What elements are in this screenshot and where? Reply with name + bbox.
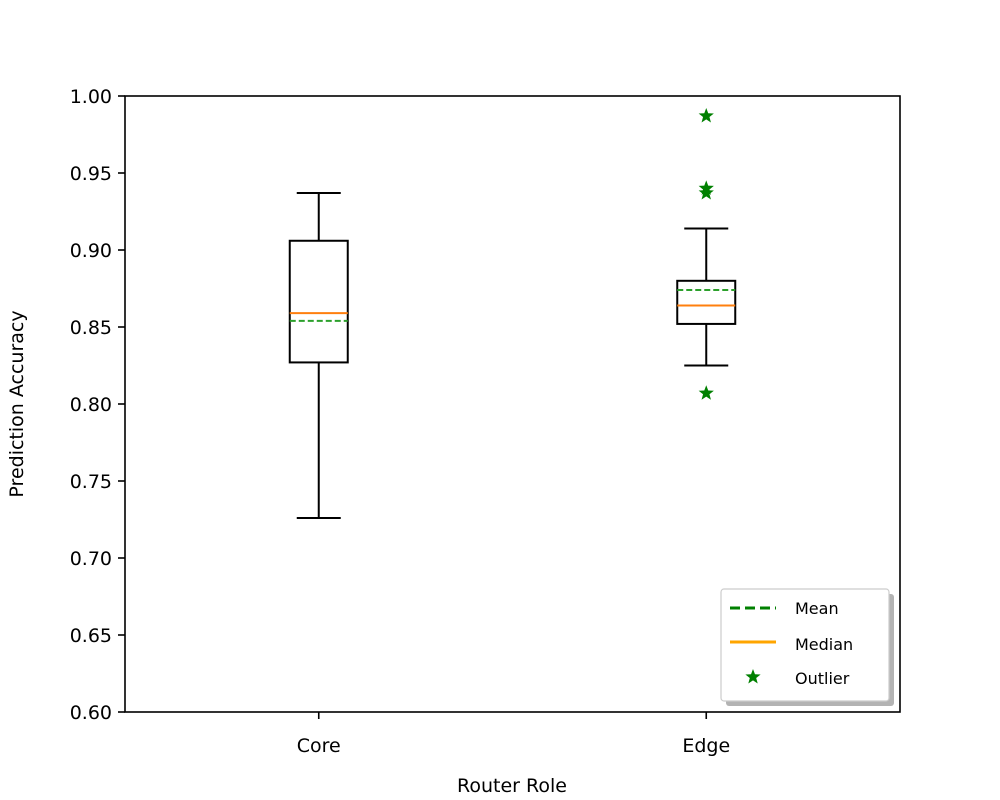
outlier-point — [698, 385, 714, 400]
star-icon — [745, 669, 761, 684]
y-tick-label: 0.60 — [70, 702, 112, 724]
legend-outlier-star-icon — [745, 669, 761, 684]
y-axis-ticks: 0.60 0.65 0.70 0.75 0.80 0.85 0.90 0.95 1.00 — [70, 86, 125, 724]
y-tick-label: 0.70 — [70, 548, 112, 570]
y-tick-label: 0.80 — [70, 394, 112, 416]
box-core — [288, 192, 349, 519]
x-tick-label: Edge — [682, 735, 730, 757]
y-tick-label: 0.85 — [70, 317, 112, 339]
outlier-point — [698, 108, 714, 123]
boxes-layer — [288, 108, 737, 519]
y-tick-label: 1.00 — [70, 86, 112, 108]
y-axis-title: Prediction Accuracy — [6, 310, 28, 497]
legend-mean-label: Mean — [795, 599, 839, 618]
y-tick-label: 0.65 — [70, 625, 112, 647]
y-tick-label: 0.75 — [70, 471, 112, 493]
legend: Mean Median Outlier — [720, 588, 894, 706]
legend-median-label: Median — [795, 635, 853, 654]
outlier-point — [698, 185, 714, 200]
x-axis-title: Router Role — [457, 775, 567, 797]
legend-outlier-label: Outlier — [795, 669, 850, 688]
iqr-box — [288, 239, 349, 364]
iqr-box — [676, 279, 737, 325]
plot-frame — [124, 95, 901, 713]
y-tick-label: 0.90 — [70, 240, 112, 262]
legend-box — [720, 588, 890, 702]
box-edge — [676, 108, 737, 400]
x-tick-label: Core — [297, 735, 341, 757]
y-tick-label: 0.95 — [70, 163, 112, 185]
x-axis-ticks: Core Edge — [297, 712, 730, 757]
